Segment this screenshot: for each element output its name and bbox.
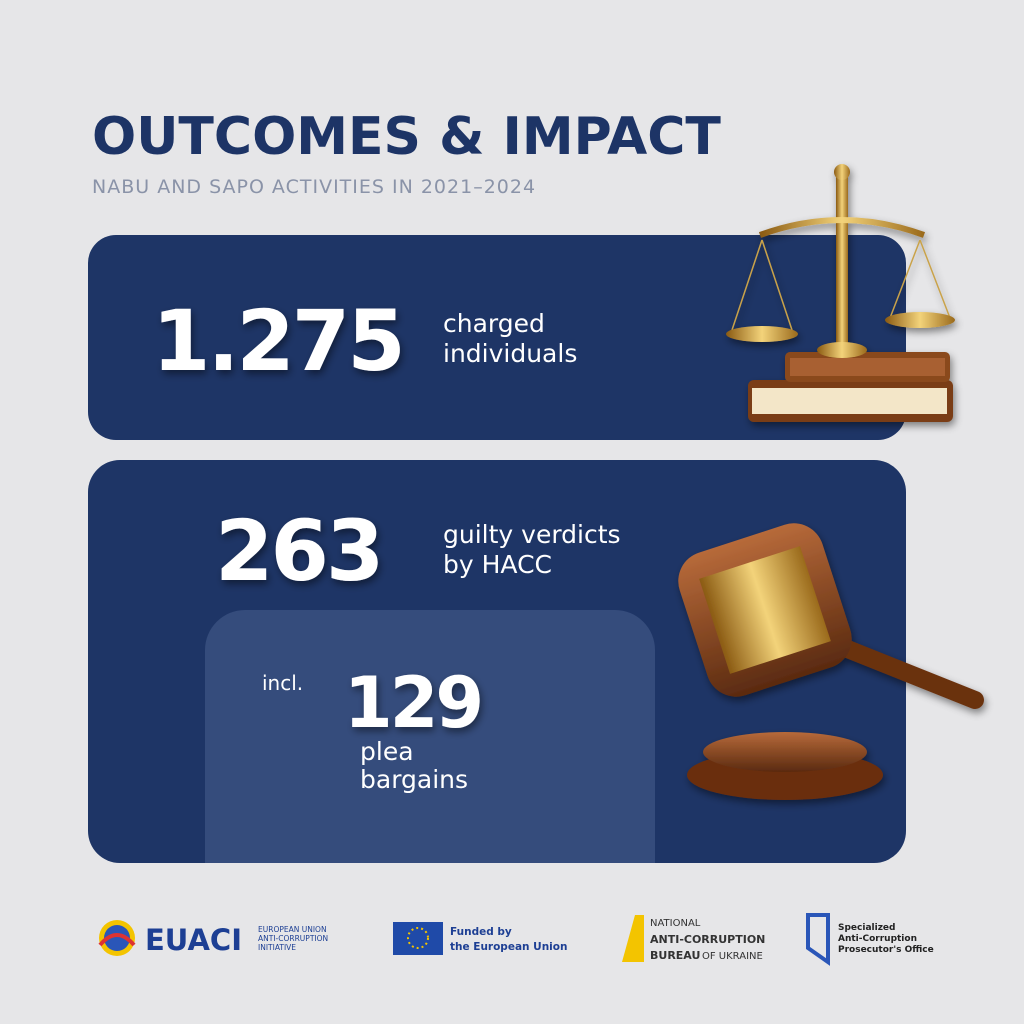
stat-label: plea xyxy=(360,737,414,766)
stat-label: bargains xyxy=(360,765,468,794)
gavel-illustration xyxy=(678,523,984,800)
stat-number: 1.275 xyxy=(152,292,403,390)
logo-text: the European Union xyxy=(450,941,567,953)
stat-label: individuals xyxy=(443,339,577,368)
card xyxy=(88,235,906,440)
prefix: incl. xyxy=(262,671,303,695)
logo-text: NATIONAL xyxy=(650,918,701,929)
stat-number: 129 xyxy=(344,662,481,744)
logo-text: Anti-Corruption xyxy=(838,934,917,944)
logo-text: ANTI-CORRUPTION xyxy=(258,934,328,943)
stat-number: 263 xyxy=(215,502,381,600)
stat-label: guilty verdicts xyxy=(443,520,621,549)
logo-text: EUACI xyxy=(145,923,242,957)
title: OUTCOMES & IMPACT xyxy=(92,107,721,167)
logo-text: EUROPEAN UNION xyxy=(258,925,327,934)
logo-text: BUREAU xyxy=(650,949,700,962)
footer-logos: EUACI EUROPEAN UNION ANTI-CORRUPTION INI… xyxy=(98,913,934,966)
logo-text: OF UKRAINE xyxy=(702,951,763,962)
subtitle: NABU AND SAPO ACTIVITIES IN 2021–2024 xyxy=(92,176,536,198)
logo-text: Specialized xyxy=(838,923,895,933)
logo-text: Funded by xyxy=(450,926,512,938)
logo-text: Prosecutor's Office xyxy=(838,945,934,955)
logo-text: INITIATIVE xyxy=(258,943,296,952)
scales-illustration xyxy=(726,164,955,422)
stat-label: by HACC xyxy=(443,550,552,579)
logo-text: ANTI-CORRUPTION xyxy=(650,933,765,946)
inner-card xyxy=(205,610,655,863)
stat-label: charged xyxy=(443,309,545,338)
